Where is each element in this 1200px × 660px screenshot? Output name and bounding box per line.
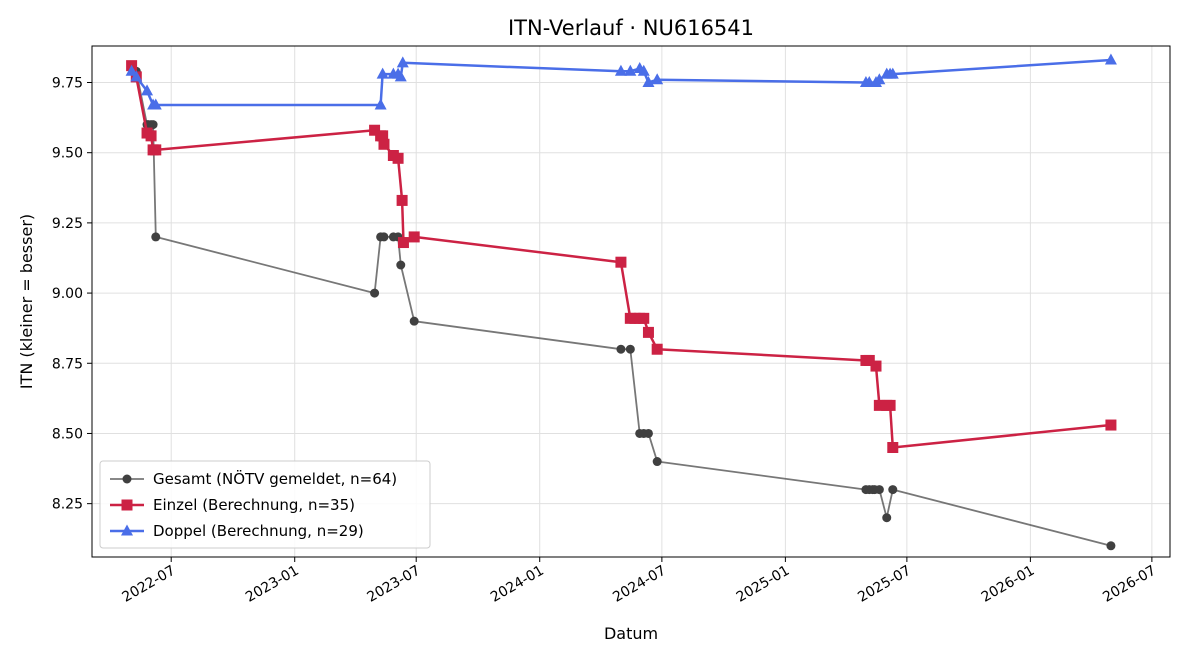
data-point <box>141 84 154 96</box>
data-point <box>638 312 650 324</box>
x-tick-label: 2026-01 <box>979 563 1038 606</box>
data-point <box>396 260 406 270</box>
data-point <box>651 343 663 355</box>
data-point <box>377 130 389 142</box>
grid-lines <box>92 46 1170 557</box>
y-tick-label: 9.25 <box>52 216 83 232</box>
series-2 <box>126 60 1117 453</box>
x-tick-label: 2025-01 <box>734 563 793 606</box>
y-tick-label: 8.50 <box>52 426 83 442</box>
series-1 <box>127 61 1116 551</box>
data-point <box>637 64 650 76</box>
data-point <box>149 98 162 110</box>
data-point <box>408 231 420 243</box>
data-point <box>130 70 143 82</box>
y-tick-label: 9.75 <box>52 76 83 92</box>
plot-frame <box>91 45 1171 558</box>
data-point <box>148 120 158 130</box>
data-point <box>616 344 626 354</box>
chart-title: ITN-Verlauf · NU616541 <box>508 16 754 40</box>
data-point <box>396 194 408 206</box>
series-line <box>130 65 1112 449</box>
data-point <box>1105 419 1117 431</box>
legend-label: Einzel (Berechnung, n=35) <box>153 496 355 514</box>
legend-swatch-marker <box>121 524 133 536</box>
data-point <box>642 326 654 338</box>
data-point <box>150 144 162 156</box>
legend-item: Doppel (Berechnung, n=29) <box>110 522 364 540</box>
data-point <box>625 344 635 354</box>
data-point <box>397 237 409 249</box>
data-point <box>125 64 138 76</box>
data-point <box>882 513 892 523</box>
legend-label: Doppel (Berechnung, n=29) <box>153 522 364 540</box>
x-tick-label: 2024-01 <box>488 563 547 606</box>
y-tick-label: 8.75 <box>52 356 83 372</box>
y-axis-title: ITN (kleiner = besser) <box>17 214 36 389</box>
legend-swatch-marker <box>121 499 133 511</box>
data-point <box>392 152 404 164</box>
legend-box <box>99 460 431 549</box>
data-point <box>394 70 407 82</box>
data-point <box>642 76 655 87</box>
x-tick-label: 2022-07 <box>120 563 179 606</box>
data-point <box>396 56 409 68</box>
data-point <box>615 256 627 268</box>
series-layer <box>125 53 1117 551</box>
data-point <box>370 288 380 298</box>
x-tick-label: 2023-07 <box>365 563 424 606</box>
data-point <box>624 64 637 76</box>
y-tick-label: 9.00 <box>52 286 83 302</box>
data-point <box>614 64 627 76</box>
y-axis-ticks: 8.25 8.50 8.75 9.00 9.25 9.50 9.75 <box>52 76 92 513</box>
data-point <box>369 124 381 136</box>
x-axis-ticks: 2022-07 2023-01 2023-07 2024-01 2024-07 2025-… <box>120 557 1159 606</box>
legend: Gesamt (NÖTV gemeldet, n=64) Einzel (Bere… <box>99 460 431 549</box>
data-point <box>874 485 884 495</box>
data-point <box>378 138 390 150</box>
data-point <box>379 232 389 242</box>
x-axis-title: Datum <box>604 624 658 643</box>
y-tick-label: 8.25 <box>52 497 83 513</box>
data-point <box>884 399 896 411</box>
series-3 <box>125 53 1117 110</box>
data-point <box>374 98 387 110</box>
y-tick-label: 9.50 <box>52 146 83 162</box>
data-point <box>888 485 898 495</box>
data-point <box>651 73 664 85</box>
data-point <box>652 457 662 467</box>
data-point <box>873 399 885 411</box>
data-point <box>863 354 875 366</box>
data-point <box>886 67 899 79</box>
data-point <box>873 73 886 85</box>
data-point <box>887 442 899 453</box>
legend-item: Einzel (Berechnung, n=35) <box>110 496 355 514</box>
data-point <box>151 232 161 242</box>
x-tick-label: 2023-01 <box>243 563 302 606</box>
x-tick-label: 2024-07 <box>610 563 669 606</box>
data-point <box>376 67 389 79</box>
data-point <box>870 360 882 372</box>
x-tick-label: 2026-07 <box>1100 563 1159 606</box>
legend-swatch-marker <box>122 474 132 484</box>
x-tick-label: 2025-07 <box>855 563 914 606</box>
legend-item: Gesamt (NÖTV gemeldet, n=64) <box>110 469 397 488</box>
data-point <box>1106 541 1116 551</box>
data-point <box>643 428 653 438</box>
data-point <box>145 130 157 142</box>
data-point <box>1104 53 1117 65</box>
data-point <box>409 316 419 326</box>
legend-label: Gesamt (NÖTV gemeldet, n=64) <box>153 469 397 488</box>
